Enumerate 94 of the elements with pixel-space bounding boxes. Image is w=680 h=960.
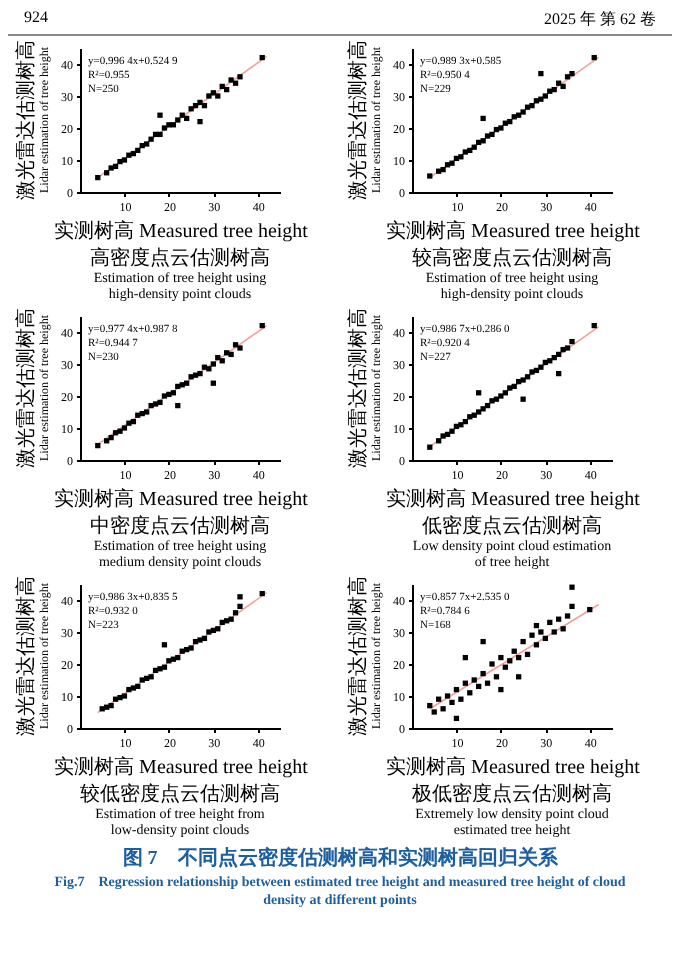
point <box>449 699 455 706</box>
point <box>551 629 557 635</box>
point <box>197 118 203 125</box>
point <box>529 102 535 109</box>
point <box>489 398 495 404</box>
point <box>484 133 491 139</box>
point <box>449 428 455 434</box>
point <box>237 594 243 600</box>
point <box>520 638 526 645</box>
x-axis-title: 实测树高 Measured tree height <box>386 487 641 511</box>
x-axis-title: 实测树高 Measured tree height <box>54 487 309 511</box>
point <box>228 77 234 83</box>
point <box>157 666 163 672</box>
point <box>210 361 216 367</box>
text: 高密度点云估测树高 <box>90 246 270 270</box>
point <box>148 402 154 409</box>
text: 924 <box>24 8 48 30</box>
x-axis-title: 实测树高 Measured tree height <box>386 219 641 243</box>
point <box>161 125 168 131</box>
point <box>569 70 575 77</box>
point <box>538 364 544 370</box>
point <box>440 706 446 712</box>
point <box>130 685 136 691</box>
point <box>564 345 571 351</box>
point <box>480 670 486 677</box>
point <box>569 603 575 610</box>
point <box>440 433 446 439</box>
point <box>498 686 504 693</box>
point <box>449 160 455 166</box>
point <box>188 374 194 380</box>
point <box>117 694 123 701</box>
point <box>197 370 203 377</box>
point <box>197 637 203 643</box>
point <box>157 112 163 118</box>
text: 极低密度点云估测树高 <box>410 782 612 806</box>
point <box>175 117 181 123</box>
point <box>108 165 114 171</box>
point <box>117 158 123 165</box>
point <box>529 369 535 375</box>
point <box>215 93 221 99</box>
point <box>161 393 168 399</box>
point <box>152 401 159 407</box>
point <box>564 613 571 619</box>
x-axis-title: 实测树高 Measured tree height <box>54 755 309 779</box>
point <box>569 584 575 590</box>
point <box>462 149 468 155</box>
point <box>139 677 145 683</box>
point <box>157 131 163 138</box>
point <box>121 693 128 699</box>
point <box>538 70 544 77</box>
point <box>480 406 486 412</box>
point <box>206 366 212 372</box>
point <box>144 409 150 415</box>
text: 较高密度点云估测树高 <box>412 246 612 270</box>
point <box>476 409 482 415</box>
x-axis-title: 实测树高 Measured tree height <box>54 219 309 243</box>
point <box>121 425 128 431</box>
point <box>157 399 163 406</box>
point <box>237 74 243 80</box>
point <box>431 709 437 715</box>
point <box>560 346 566 353</box>
point <box>117 428 123 434</box>
point <box>569 338 575 345</box>
text: 图 7 不同点云密度估测树高和实测树高回归关系 <box>120 844 560 872</box>
point <box>480 115 486 122</box>
point <box>538 629 544 635</box>
point <box>458 696 464 702</box>
point <box>560 626 566 632</box>
point <box>121 157 128 163</box>
point <box>237 603 243 610</box>
point <box>148 136 154 142</box>
point <box>188 106 194 112</box>
point <box>529 632 535 638</box>
point <box>144 141 150 147</box>
text: 较低密度点云估测树高 <box>80 782 280 806</box>
point <box>489 131 495 138</box>
text: 中密度点云估测树高 <box>90 514 270 538</box>
point <box>480 638 486 645</box>
point <box>237 345 243 351</box>
text: 2025 年 第 62 卷 <box>544 8 656 30</box>
point <box>498 654 504 661</box>
point <box>126 686 132 693</box>
point <box>427 173 433 179</box>
point <box>197 99 203 106</box>
point <box>498 125 504 131</box>
x-axis-title: 实测树高 Measured tree height <box>386 755 641 779</box>
point <box>542 93 548 99</box>
point <box>471 677 477 683</box>
point <box>489 661 495 667</box>
point <box>458 154 464 160</box>
point <box>538 96 544 102</box>
text: 低密度点云估测树高 <box>422 514 602 538</box>
point <box>520 396 526 402</box>
point <box>444 693 451 699</box>
